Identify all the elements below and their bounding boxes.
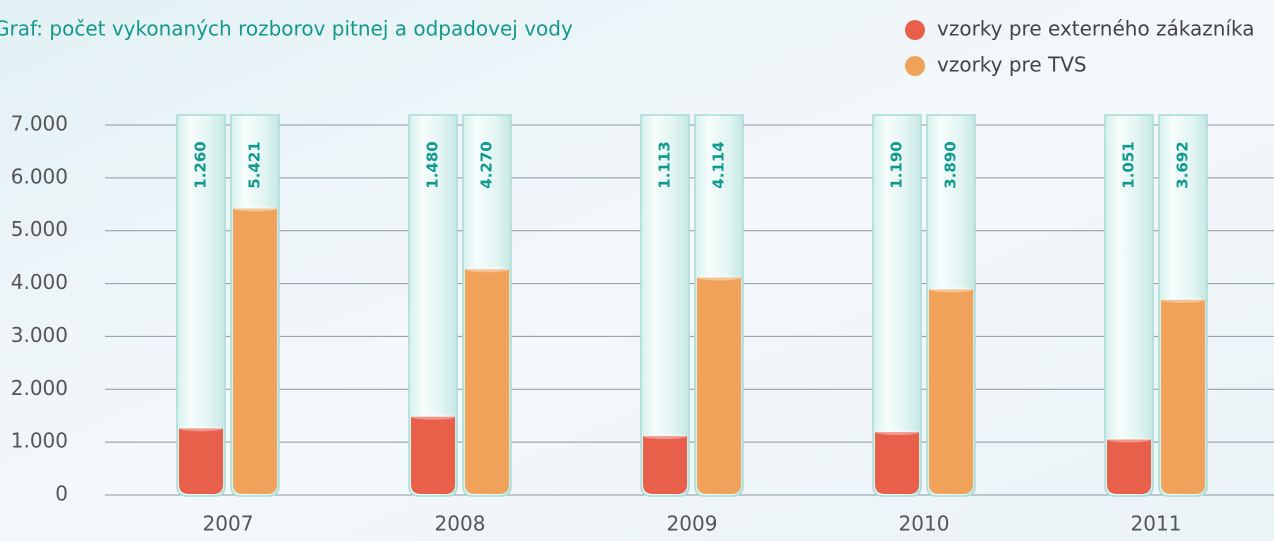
x-tick-label: 2009 [667, 512, 718, 536]
bar [929, 289, 973, 494]
value-label: 4.114 [710, 141, 728, 188]
x-tick-label: 2008 [435, 512, 486, 536]
bar [233, 208, 277, 494]
bar-surface [411, 414, 455, 420]
legend-label: vzorky pre TVS [937, 53, 1087, 77]
y-tick-label: 2.000 [11, 376, 68, 400]
y-tick-label: 0 [55, 482, 68, 506]
bar-surface [233, 205, 277, 211]
bar [875, 432, 919, 494]
chart: Graf: počet vykonaných rozborov pitnej a… [0, 0, 1274, 541]
bar-surface [697, 275, 741, 281]
value-label: 1.113 [656, 141, 674, 188]
bar [465, 269, 509, 494]
bar [411, 417, 455, 494]
value-label: 1.190 [888, 141, 906, 188]
bar-surface [643, 433, 687, 439]
y-tick-label: 6.000 [11, 164, 68, 188]
bar-surface [875, 429, 919, 435]
y-tick-label: 1.000 [11, 429, 68, 453]
bar-surface [465, 266, 509, 272]
x-tick-label: 2010 [899, 512, 950, 536]
bar [643, 436, 687, 494]
bar-surface [1107, 436, 1151, 442]
bar [179, 428, 223, 494]
bar-surface [929, 286, 973, 292]
y-tick-label: 5.000 [11, 217, 68, 241]
x-tick-label: 2011 [1131, 512, 1182, 536]
bar [697, 278, 741, 494]
chart-title: Graf: počet vykonaných rozborov pitnej a… [0, 17, 573, 41]
y-tick-label: 7.000 [11, 112, 68, 136]
bar [1107, 439, 1151, 494]
legend-swatch [905, 20, 925, 40]
value-label: 3.890 [942, 141, 960, 188]
bar-surface [1161, 297, 1205, 303]
y-tick-label: 4.000 [11, 270, 68, 294]
value-label: 5.421 [246, 141, 264, 188]
value-label: 1.051 [1120, 141, 1138, 188]
x-tick-label: 2007 [203, 512, 254, 536]
bar-surface [179, 425, 223, 431]
value-label: 1.260 [192, 141, 210, 188]
value-label: 4.270 [478, 141, 496, 188]
legend-label: vzorky pre externého zákazníka [937, 17, 1255, 41]
value-label: 1.480 [424, 141, 442, 188]
value-label: 3.692 [1174, 141, 1192, 188]
legend-swatch [905, 56, 925, 76]
bar [1161, 300, 1205, 494]
y-tick-label: 3.000 [11, 323, 68, 347]
